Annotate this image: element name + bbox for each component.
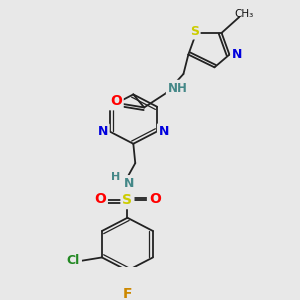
Text: Cl: Cl — [67, 254, 80, 268]
Text: O: O — [110, 94, 122, 108]
Text: H: H — [111, 172, 120, 182]
Text: F: F — [123, 286, 132, 300]
Text: N: N — [159, 125, 169, 138]
Text: N: N — [232, 48, 242, 61]
Text: O: O — [149, 192, 161, 206]
Text: S: S — [190, 25, 199, 38]
Text: CH₃: CH₃ — [235, 8, 254, 19]
Text: N: N — [98, 125, 108, 138]
Text: NH: NH — [168, 82, 188, 94]
Text: S: S — [122, 193, 132, 207]
Text: N: N — [124, 177, 135, 190]
Text: O: O — [94, 192, 106, 206]
